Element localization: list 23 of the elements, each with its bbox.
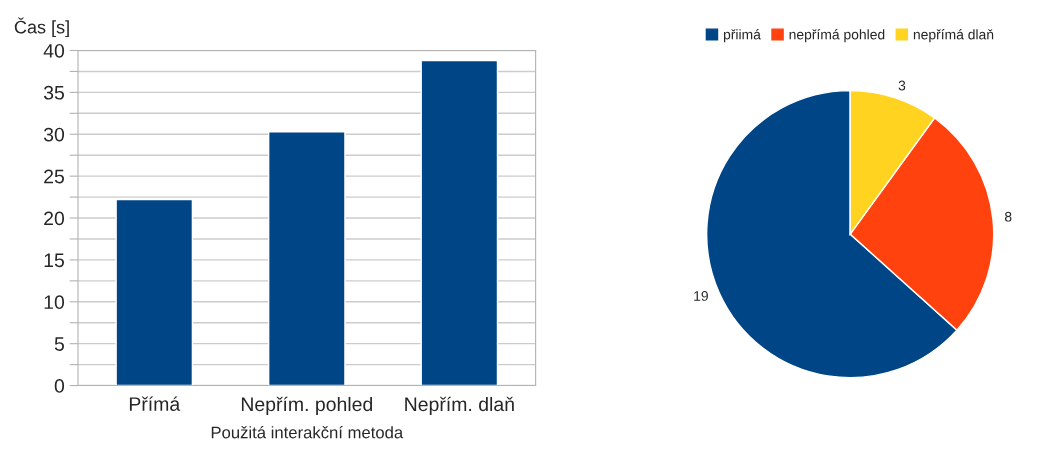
bar: [267, 131, 346, 386]
y-tick-label: 35: [43, 85, 64, 100]
y-tick-label: 40: [43, 43, 65, 58]
data-label: 8: [1004, 211, 1012, 222]
y-axis-title: Čas [s]: [14, 17, 69, 38]
y-tick-label: 20: [44, 211, 65, 226]
data-label: 3: [898, 80, 906, 91]
legend-label: nepřímá dlaň: [913, 29, 994, 43]
y-tick-label: 5: [54, 337, 64, 351]
data-label: 19: [694, 291, 708, 301]
x-axis-title: Použitá interakční metoda: [211, 425, 404, 439]
bar: [420, 59, 499, 386]
y-tick-label: 25: [44, 169, 64, 184]
bar: [115, 198, 194, 386]
x-tick-label: Přímá: [129, 396, 181, 411]
x-tick-label: Nepřím. dlaň: [405, 396, 514, 416]
y-tick-label: 30: [43, 127, 65, 142]
legend-label: přiimá: [723, 29, 761, 43]
y-tick-label: 0: [54, 379, 65, 393]
y-tick-label: 10: [44, 295, 65, 310]
legend-label: nepřímá pohled: [789, 29, 885, 43]
x-tick-label: Nepřím. pohled: [241, 396, 373, 416]
y-tick-label: 15: [44, 253, 64, 268]
